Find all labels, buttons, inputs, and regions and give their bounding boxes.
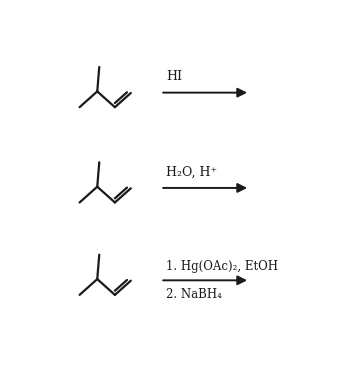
Text: 2. NaBH₄: 2. NaBH₄: [166, 288, 222, 300]
Text: H₂O, H⁺: H₂O, H⁺: [166, 166, 217, 179]
Text: 1. Hg(OAc)₂, EtOH: 1. Hg(OAc)₂, EtOH: [166, 260, 278, 273]
Text: HI: HI: [166, 70, 182, 83]
